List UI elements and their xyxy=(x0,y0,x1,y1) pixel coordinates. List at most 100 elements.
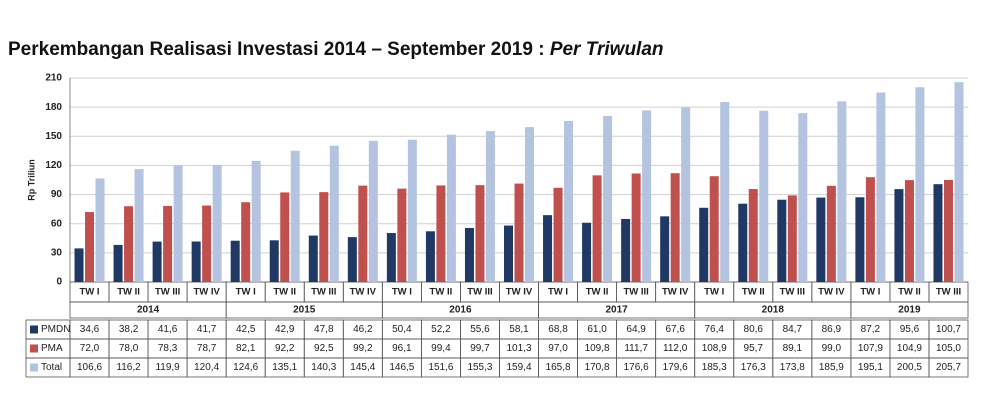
bar xyxy=(397,188,407,282)
year-label: 2014 xyxy=(137,305,160,316)
bar xyxy=(407,139,417,282)
bar xyxy=(134,169,144,282)
table-value: 165,8 xyxy=(546,362,571,373)
bar xyxy=(943,180,953,282)
bar xyxy=(425,231,435,282)
table-value: 84,7 xyxy=(783,324,803,335)
bar xyxy=(85,212,95,282)
bar xyxy=(865,177,875,282)
bar xyxy=(777,199,787,282)
table-value: 151,6 xyxy=(428,362,453,373)
table-value: 159,4 xyxy=(506,362,531,373)
x-tick-label: TW IV xyxy=(662,287,689,298)
x-tick-label: TW IV xyxy=(193,287,220,298)
bar xyxy=(837,101,847,282)
table-value: 76,4 xyxy=(704,324,724,335)
table-value: 105,0 xyxy=(936,343,961,354)
bar xyxy=(681,107,691,282)
legend-swatch xyxy=(30,363,38,372)
bar xyxy=(954,82,964,282)
bar xyxy=(699,207,709,282)
table-value: 61,0 xyxy=(587,324,607,335)
bar xyxy=(709,176,719,282)
legend-label: PMA xyxy=(41,343,63,354)
bar xyxy=(436,185,446,282)
table-value: 135,1 xyxy=(272,362,297,373)
bar xyxy=(855,197,865,282)
table-value: 99,2 xyxy=(353,343,373,354)
table-value: 67,6 xyxy=(665,324,685,335)
y-tick-label: 90 xyxy=(51,189,63,200)
table-value: 72,0 xyxy=(80,343,100,354)
bar xyxy=(251,160,261,282)
bar xyxy=(660,216,670,282)
bar xyxy=(280,192,290,282)
table-value: 176,6 xyxy=(624,362,649,373)
legend-label: Total xyxy=(41,362,62,373)
bar xyxy=(592,175,602,282)
bar xyxy=(816,197,826,282)
table-value: 68,8 xyxy=(548,324,568,335)
y-tick-label: 150 xyxy=(45,131,62,142)
bar xyxy=(308,235,318,282)
table-value: 38,2 xyxy=(119,324,139,335)
bar xyxy=(738,203,748,282)
bar xyxy=(191,241,201,282)
y-tick-label: 0 xyxy=(56,277,62,288)
x-tick-label: TW III xyxy=(155,287,180,298)
x-tick-label: TW II xyxy=(586,287,609,298)
table-value: 58,1 xyxy=(509,324,529,335)
y-tick-label: 210 xyxy=(45,73,62,84)
bar xyxy=(152,241,162,282)
table-value: 92,2 xyxy=(275,343,295,354)
table-value: 173,8 xyxy=(780,362,805,373)
bar xyxy=(74,248,84,282)
x-tick-label: TW II xyxy=(742,287,765,298)
y-tick-label: 120 xyxy=(45,160,62,171)
y-tick-label: 60 xyxy=(51,218,63,229)
table-value: 179,6 xyxy=(663,362,688,373)
x-tick-label: TW I xyxy=(860,287,880,298)
bar xyxy=(368,140,378,282)
table-value: 176,3 xyxy=(741,362,766,373)
bar xyxy=(113,244,123,282)
table-value: 195,1 xyxy=(858,362,883,373)
table-value: 109,8 xyxy=(585,343,610,354)
bar xyxy=(621,218,631,282)
y-tick-label: 30 xyxy=(51,247,63,258)
chart-title: Perkembangan Realisasi Investasi 2014 – … xyxy=(8,39,664,60)
table-value: 42,5 xyxy=(236,324,256,335)
table-value: 155,3 xyxy=(467,362,492,373)
table-value: 112,0 xyxy=(663,343,688,354)
bar xyxy=(485,131,495,282)
table-value: 185,3 xyxy=(702,362,727,373)
x-tick-label: TW III xyxy=(623,287,648,298)
bar xyxy=(514,183,524,282)
table-value: 50,4 xyxy=(392,324,412,335)
table-value: 78,3 xyxy=(158,343,178,354)
bar xyxy=(475,185,485,282)
table-value: 95,6 xyxy=(900,324,920,335)
x-tick-label: TW II xyxy=(430,287,453,298)
bar xyxy=(504,225,513,282)
table-value: 111,7 xyxy=(624,343,648,354)
table-value: 41,7 xyxy=(197,324,217,335)
table-value: 78,7 xyxy=(197,343,217,354)
table-value: 92,5 xyxy=(314,343,334,354)
bar xyxy=(642,110,652,283)
table-value: 116,2 xyxy=(116,362,141,373)
table-value: 107,9 xyxy=(858,343,883,354)
x-tick-label: TW I xyxy=(704,287,724,298)
bar xyxy=(290,150,300,282)
table-value: 101,3 xyxy=(506,343,531,354)
bar xyxy=(347,237,357,282)
bar xyxy=(163,205,173,282)
bar xyxy=(759,110,769,282)
year-label: 2019 xyxy=(898,305,921,316)
legend-label: PMDN xyxy=(41,324,70,335)
bar xyxy=(241,202,251,282)
bar xyxy=(553,187,563,282)
table-value: 100,7 xyxy=(936,324,961,335)
table-value: 99,0 xyxy=(822,343,842,354)
